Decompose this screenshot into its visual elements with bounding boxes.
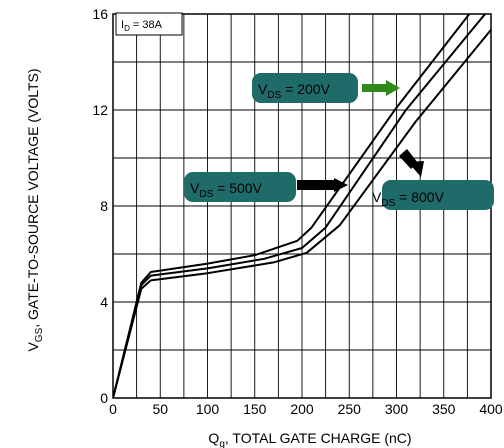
y-tick-label: 16 bbox=[92, 6, 108, 22]
tick-layer: 0 50 100 150 200 250 300 350 400 0 4 8 12 16 bbox=[92, 6, 502, 417]
callout-vds-200v: VDS = 200V bbox=[252, 73, 400, 103]
y-axis-label: VGS, GATE-TO-SOURCE VOLTAGE (VOLTS) bbox=[25, 68, 45, 351]
series-layer bbox=[113, 14, 491, 398]
condition-box: ID = 38A bbox=[115, 12, 183, 36]
condition-label: ID = 38A bbox=[121, 19, 163, 33]
x-tick-label: 100 bbox=[196, 401, 220, 417]
x-tick-label: 350 bbox=[432, 401, 456, 417]
x-tick-label: 0 bbox=[109, 401, 117, 417]
callout-vds-800v-label: VDS = 800V bbox=[372, 189, 445, 209]
series-line-3 bbox=[113, 28, 491, 398]
y-tick-label: 12 bbox=[92, 102, 108, 118]
y-tick-label: 8 bbox=[100, 198, 108, 214]
y-tick-label: 4 bbox=[100, 294, 108, 310]
series-line-2 bbox=[113, 14, 487, 398]
y-tick-label: 0 bbox=[100, 390, 108, 406]
x-tick-label: 300 bbox=[385, 401, 409, 417]
callout-vds-500v: VDS = 500V bbox=[184, 172, 348, 202]
arrow-right-icon bbox=[362, 80, 400, 96]
series-line-1 bbox=[113, 14, 471, 398]
callout-vds-500v-label: VDS = 500V bbox=[190, 180, 263, 200]
x-tick-label: 50 bbox=[152, 401, 168, 417]
x-tick-label: 400 bbox=[479, 401, 503, 417]
x-tick-label: 150 bbox=[243, 401, 267, 417]
callout-vds-800v-bubble bbox=[382, 180, 494, 210]
x-tick-label: 200 bbox=[290, 401, 314, 417]
callout-vds-800v: VDS = 800V bbox=[372, 149, 494, 210]
callout-vds-500v-bubble bbox=[184, 172, 296, 202]
callout-vds-200v-bubble bbox=[252, 73, 358, 103]
arrow-right-icon bbox=[297, 178, 348, 192]
arrow-down-right-icon bbox=[399, 149, 424, 177]
x-axis-label: Qg, TOTAL GATE CHARGE (nC) bbox=[208, 430, 411, 448]
callout-vds-200v-label: VDS = 200V bbox=[258, 81, 331, 101]
x-tick-label: 250 bbox=[338, 401, 362, 417]
